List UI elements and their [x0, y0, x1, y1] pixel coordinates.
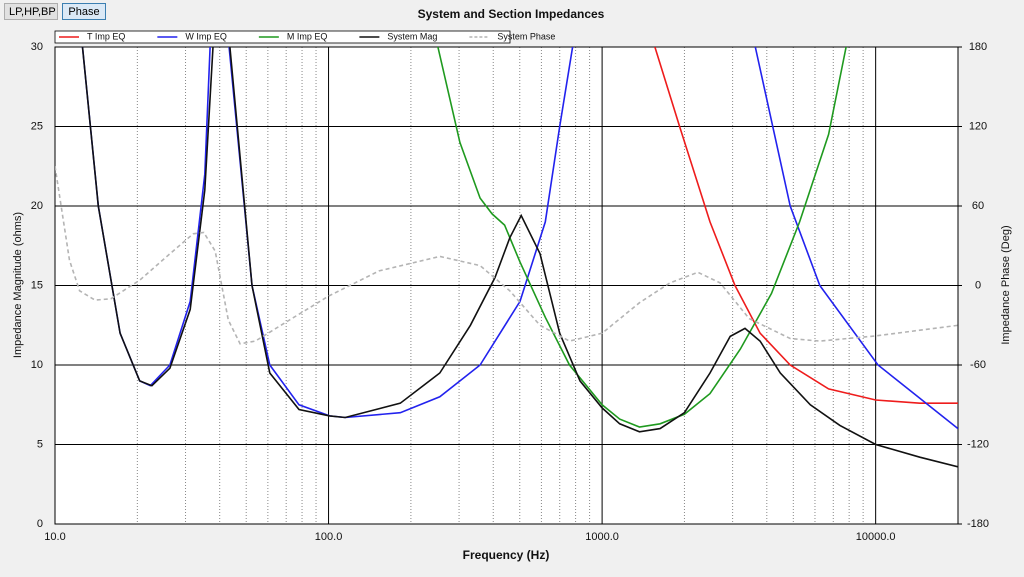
y-tick-label: 5 [37, 438, 43, 450]
chart-title: System and Section Impedances [418, 7, 605, 21]
y-tick-label: 25 [31, 120, 43, 132]
y2-tick-label: -60 [970, 359, 986, 371]
x-tick-label: 1000.0 [585, 531, 619, 543]
y2-tick-label: 180 [969, 41, 987, 53]
y2-tick-label: -180 [967, 518, 989, 530]
x-tick-label: 10000.0 [856, 531, 896, 543]
legend-label: M Imp EQ [287, 31, 328, 41]
y2-tick-label: 60 [972, 200, 984, 212]
x-axis-title: Frequency (Hz) [463, 548, 550, 562]
y-tick-label: 20 [31, 200, 43, 212]
legend-label: W Imp EQ [185, 31, 227, 41]
series-line [81, 47, 958, 468]
y2-tick-label: 120 [969, 120, 987, 132]
series-line [654, 47, 958, 404]
phase-button[interactable]: Phase [62, 3, 106, 20]
legend-label: System Mag [387, 31, 437, 41]
y-tick-label: 30 [31, 41, 43, 53]
y-tick-label: 0 [37, 518, 43, 530]
y-axis-title: Impedance Magnitude (ohms) [12, 212, 24, 358]
lp-hp-bp-button[interactable]: LP,HP,BP [4, 3, 58, 20]
x-tick-label: 10.0 [44, 531, 65, 543]
y2-tick-label: -120 [967, 438, 989, 450]
y-tick-label: 10 [31, 359, 43, 371]
y2-axis-title: Impedance Phase (Deg) [1000, 225, 1012, 344]
series-line [55, 166, 958, 345]
y2-tick-label: 0 [975, 279, 981, 291]
legend-label: System Phase [497, 31, 555, 41]
legend-label: T Imp EQ [87, 31, 125, 41]
legend-box [54, 30, 511, 44]
series-line [437, 47, 847, 428]
plot-border [54, 46, 959, 525]
x-tick-label: 100.0 [315, 531, 343, 543]
y-tick-label: 15 [31, 279, 43, 291]
